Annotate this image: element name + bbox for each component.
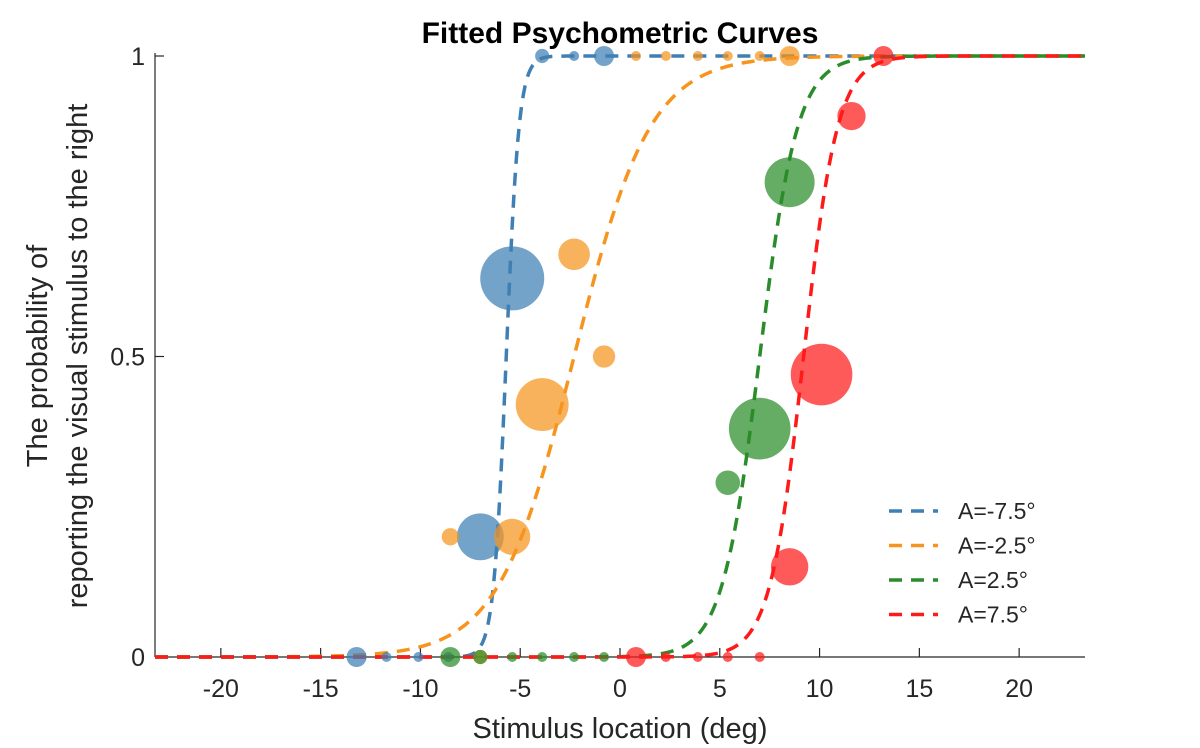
y-tick-label: 0.5 xyxy=(110,344,145,372)
data-point xyxy=(715,470,741,495)
data-point xyxy=(473,649,488,665)
x-axis-label: Stimulus location (deg) xyxy=(473,713,768,745)
data-point xyxy=(594,46,615,66)
data-point xyxy=(754,51,765,61)
fit-curve-A=-7.5° xyxy=(155,54,1085,659)
data-point xyxy=(779,46,800,66)
fitted-curves xyxy=(155,54,1085,659)
data-point xyxy=(441,528,460,546)
legend-label: A=-7.5° xyxy=(958,498,1036,524)
legend: A=-7.5° A=-2.5° A=2.5° A=7.5° xyxy=(889,498,1036,628)
data-point xyxy=(660,51,671,61)
x-tick-label: -20 xyxy=(203,675,239,703)
data-point xyxy=(625,647,646,667)
data-point xyxy=(592,345,616,368)
x-tick-label: 10 xyxy=(806,675,834,703)
data-point xyxy=(722,652,733,662)
data-point xyxy=(873,46,894,66)
data-point xyxy=(535,48,550,64)
legend-label: A=-2.5° xyxy=(958,533,1036,559)
data-point xyxy=(515,378,569,432)
legend-label: A=2.5° xyxy=(958,567,1028,593)
fit-curve-A=2.5° xyxy=(155,54,1085,659)
x-tick-label: -15 xyxy=(303,675,339,703)
data-point xyxy=(413,652,424,662)
fit-curve-A=7.5° xyxy=(155,54,1085,659)
data-points xyxy=(346,46,894,667)
axes: -20 -15 -10 -5 0 5 10 15 20 0 0.5 1 xyxy=(110,43,1085,703)
y-axis-label-line1: The probability of xyxy=(22,244,54,467)
fit-curve-A=-2.5° xyxy=(155,54,1085,659)
y-axis-label-line2: reporting the visual stimulus to the rig… xyxy=(62,104,94,609)
legend-label: A=7.5° xyxy=(958,602,1028,628)
data-point xyxy=(837,101,866,131)
data-point xyxy=(692,652,703,662)
chart-title: Fitted Psychometric Curves xyxy=(422,17,819,50)
data-point xyxy=(558,238,590,271)
data-point xyxy=(764,157,815,208)
x-tick-label: -5 xyxy=(509,675,531,703)
x-tick-label: 20 xyxy=(1005,675,1033,703)
x-tick-label: 0 xyxy=(613,675,627,703)
data-point xyxy=(722,51,733,61)
data-point xyxy=(507,652,518,662)
data-point xyxy=(770,548,809,586)
data-point xyxy=(494,518,531,555)
x-tick-label: 5 xyxy=(713,675,727,703)
x-tick-label: 15 xyxy=(905,675,933,703)
data-point xyxy=(537,652,548,662)
data-point xyxy=(569,51,580,61)
data-point xyxy=(440,647,461,667)
y-tick-label: 1 xyxy=(131,43,145,71)
data-point xyxy=(346,647,367,667)
data-point xyxy=(569,652,580,662)
data-point xyxy=(456,513,504,561)
data-point xyxy=(660,652,671,662)
data-point xyxy=(790,343,853,406)
data-point xyxy=(754,652,765,662)
x-tick-label: -10 xyxy=(402,675,438,703)
data-point xyxy=(692,51,703,61)
y-tick-label: 0 xyxy=(131,644,145,672)
data-point xyxy=(381,652,392,662)
data-point xyxy=(728,397,791,460)
data-point xyxy=(630,51,641,61)
data-point xyxy=(480,246,545,311)
data-point xyxy=(599,652,610,662)
